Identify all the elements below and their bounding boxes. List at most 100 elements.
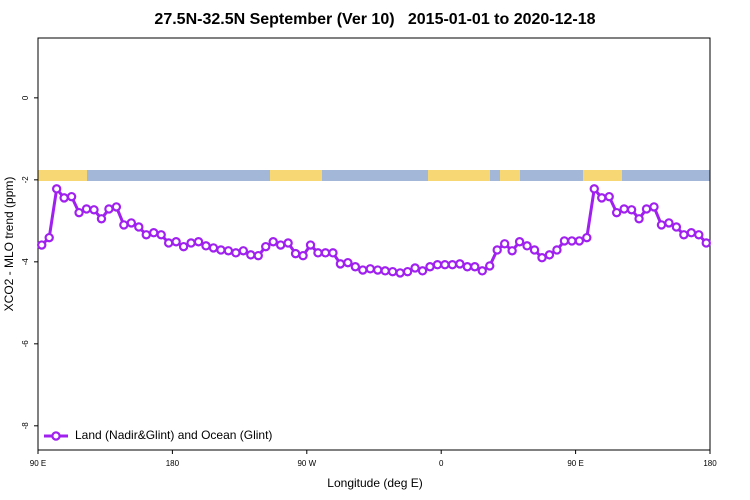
data-point — [298, 250, 308, 261]
data-point — [582, 232, 592, 243]
data-point — [402, 266, 413, 277]
y-tick-label: -8 — [21, 422, 30, 430]
data-point — [134, 222, 144, 232]
y-tick-label: -4 — [21, 258, 30, 266]
data-point — [216, 245, 226, 255]
ocean-band — [38, 170, 710, 181]
data-point — [499, 239, 510, 249]
data-point — [417, 266, 428, 276]
data-point — [365, 264, 375, 274]
data-point — [462, 262, 473, 272]
data-point — [395, 268, 405, 278]
data-point — [119, 220, 129, 230]
legend-marker — [51, 431, 61, 441]
x-tick-label: 180 — [166, 459, 180, 468]
data-point — [74, 207, 84, 218]
data-point — [641, 204, 652, 214]
data-point — [679, 230, 689, 240]
data-point — [178, 241, 189, 252]
data-point — [231, 248, 241, 258]
data-point — [305, 240, 316, 250]
x-tick-label: 90 E — [30, 459, 46, 468]
x-tick-label: 0 — [439, 459, 444, 468]
land-band — [38, 170, 87, 181]
data-point — [597, 193, 607, 203]
data-point — [485, 261, 495, 271]
data-point — [477, 266, 487, 276]
data-point — [186, 238, 196, 248]
data-point — [470, 262, 480, 272]
data-point — [611, 207, 622, 218]
data-point — [686, 228, 697, 238]
plot-frame — [37, 37, 711, 451]
data-point — [440, 260, 450, 270]
data-point — [649, 202, 659, 212]
data-point — [171, 237, 181, 247]
data-point — [671, 222, 682, 232]
data-point — [261, 241, 271, 252]
data-point — [626, 205, 637, 215]
data-point — [313, 248, 323, 258]
data-point — [126, 218, 137, 228]
data-point — [149, 228, 159, 238]
data-point — [268, 237, 278, 247]
data-point — [552, 245, 562, 255]
data-point — [51, 184, 62, 194]
land-band — [270, 170, 322, 181]
x-tick-label: 180 — [703, 459, 717, 468]
x-tick-label: 90 E — [567, 459, 583, 468]
y-tick-label: -6 — [21, 340, 30, 348]
y-axis-label: XCO2 - MLO trend (ppm) — [2, 177, 16, 312]
data-point — [574, 236, 585, 246]
y-tick-label: -2 — [21, 176, 30, 184]
data-point — [380, 266, 390, 276]
data-point — [514, 237, 525, 247]
data-point — [537, 253, 547, 263]
land-ocean-strip — [38, 170, 710, 181]
data-point — [604, 191, 614, 202]
data-point — [350, 262, 361, 272]
data-point — [111, 202, 122, 212]
land-band — [428, 170, 490, 181]
data-point — [522, 241, 532, 251]
data-point — [89, 205, 99, 215]
data-point — [104, 204, 114, 214]
data-point — [283, 238, 293, 248]
data-point — [425, 262, 435, 272]
data-point — [589, 184, 599, 194]
data-point — [223, 246, 234, 256]
legend-label: Land (Nadir&Glint) and Ocean (Glint) — [75, 428, 272, 442]
data-point — [634, 214, 644, 224]
data-point — [320, 248, 331, 258]
data-point — [492, 245, 502, 255]
x-tick-label: 90 W — [297, 459, 316, 468]
data-point — [66, 191, 77, 202]
data-point — [656, 220, 667, 230]
data-point — [37, 240, 47, 250]
data-point — [664, 218, 674, 228]
data-point — [246, 250, 256, 260]
data-point — [328, 248, 338, 258]
data-point — [163, 238, 174, 248]
land-band — [500, 170, 520, 181]
data-point — [238, 246, 249, 256]
data-point — [59, 193, 69, 203]
y-tick-label: 0 — [21, 95, 30, 100]
data-point — [701, 238, 711, 248]
data-point — [432, 260, 443, 270]
data-point — [529, 245, 540, 255]
data-point — [619, 204, 629, 214]
data-point — [141, 230, 151, 240]
data-point — [447, 260, 458, 270]
data-point — [81, 204, 92, 214]
data-point — [559, 236, 570, 246]
data-point — [694, 230, 704, 240]
data-point — [193, 237, 204, 247]
data-point — [544, 250, 555, 260]
data-point — [253, 250, 263, 261]
data-point — [96, 214, 107, 224]
land-band — [583, 170, 622, 181]
data-point — [290, 248, 301, 259]
data-point — [156, 230, 166, 240]
